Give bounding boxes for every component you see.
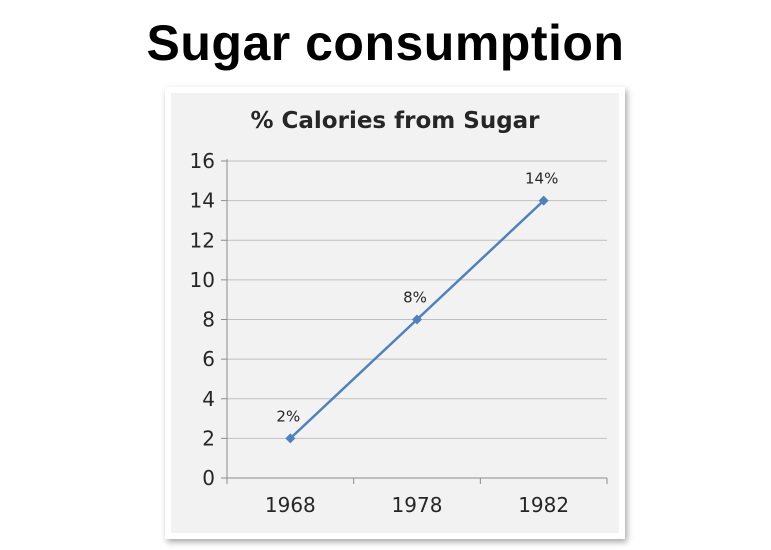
x-tick-label-1978: 1978 [392,493,443,517]
y-tick-label: 12 [190,228,215,252]
chart-area [171,93,619,533]
cropped-text-line [0,540,771,550]
chart-title: % Calories from Sugar [250,108,540,134]
y-tick-label: 0 [202,466,215,490]
data-point-1968 [285,433,296,444]
data-point-1982 [538,195,549,206]
y-tick-label: 6 [202,347,215,371]
y-axis-ticks: 0 2 4 6 8 10 12 14 16 [190,149,227,490]
chart-frame: % Calories from Sugar 0 2 4 6 8 10 12 14 16 1968… [165,87,625,539]
x-tick-label-1968: 1968 [265,493,316,517]
x-axis-ticks: 1968 1978 1982 [226,478,608,517]
y-tick-label: 2 [202,426,215,450]
data-labels: 2% 8% 14% [276,170,558,426]
series-group [285,195,549,444]
y-tick-label: 8 [202,308,215,332]
data-label-1978: 8% [403,289,427,307]
y-tick-label: 4 [202,387,215,411]
data-point-1978 [412,314,422,325]
data-label-1982: 14% [525,170,558,188]
line-chart: % Calories from Sugar 0 2 4 6 8 10 12 14 16 1968… [165,87,625,539]
y-tick-label: 14 [190,189,215,213]
data-label-1968: 2% [276,407,300,425]
y-tick-label: 10 [190,268,215,292]
y-tick-label: 16 [190,149,215,173]
slide-title: Sugar consumption [146,15,625,71]
x-tick-label-1982: 1982 [518,493,569,517]
axes [226,159,607,479]
